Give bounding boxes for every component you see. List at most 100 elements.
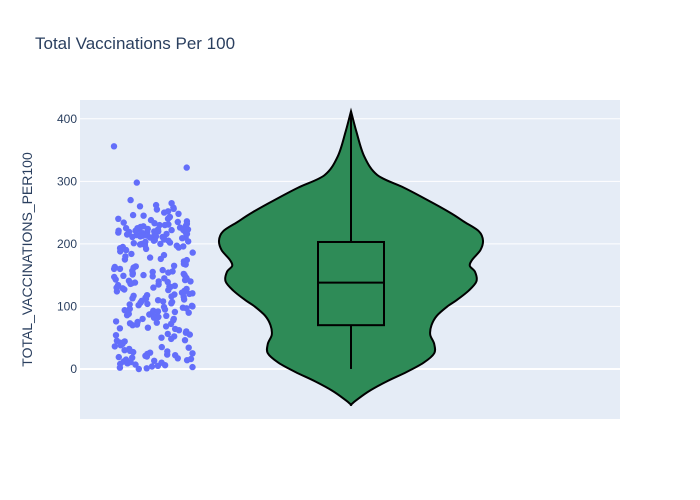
data-point xyxy=(154,308,162,315)
data-point xyxy=(175,244,182,251)
data-point xyxy=(144,300,151,308)
violin-body xyxy=(217,107,485,407)
data-point xyxy=(116,265,124,273)
data-point xyxy=(135,365,142,373)
data-point xyxy=(158,343,165,351)
data-point xyxy=(158,334,165,341)
data-point xyxy=(128,250,135,258)
data-point xyxy=(185,238,192,245)
data-point xyxy=(163,312,170,319)
data-point xyxy=(153,206,161,213)
data-point xyxy=(166,239,174,246)
y-tick-label: 200 xyxy=(57,237,77,251)
data-point xyxy=(162,323,170,330)
data-point xyxy=(140,212,147,219)
data-point xyxy=(127,280,134,288)
data-point xyxy=(137,233,144,240)
data-point xyxy=(154,362,162,369)
data-point xyxy=(116,325,124,332)
data-point xyxy=(167,320,175,328)
data-point xyxy=(181,337,189,344)
data-point xyxy=(129,322,136,329)
data-point xyxy=(120,272,127,279)
data-point xyxy=(121,286,128,293)
data-point xyxy=(116,364,124,371)
data-point xyxy=(161,306,169,313)
data-point xyxy=(168,226,175,234)
data-point xyxy=(151,357,158,364)
data-point xyxy=(129,271,136,278)
data-point xyxy=(111,343,119,350)
y-tick-labels: 0 100 200 300 400 xyxy=(57,112,77,376)
data-point xyxy=(117,342,124,349)
data-point xyxy=(112,318,120,325)
y-tick-label: 300 xyxy=(57,174,77,188)
data-point xyxy=(153,319,160,326)
data-point xyxy=(146,254,154,261)
data-point xyxy=(159,266,166,274)
data-point xyxy=(183,164,190,171)
data-point xyxy=(124,360,131,367)
data-point xyxy=(123,231,131,238)
data-point xyxy=(157,255,164,263)
data-point xyxy=(129,295,136,302)
box-plot xyxy=(317,111,385,369)
data-point xyxy=(161,362,169,369)
data-point xyxy=(155,281,162,288)
data-point xyxy=(121,347,128,354)
data-point xyxy=(189,363,196,371)
data-point xyxy=(168,293,175,300)
chart-title: Total Vaccinations Per 100 xyxy=(35,34,236,53)
y-tick-label: 400 xyxy=(57,112,77,126)
data-point xyxy=(115,229,122,236)
data-point xyxy=(149,273,156,280)
data-point xyxy=(136,203,144,210)
data-point xyxy=(185,309,192,316)
data-point xyxy=(129,211,137,219)
data-point xyxy=(120,219,127,226)
data-point xyxy=(189,303,196,310)
data-point xyxy=(164,351,171,358)
data-point xyxy=(113,288,121,295)
data-point xyxy=(123,312,131,319)
data-point xyxy=(170,262,178,269)
data-point xyxy=(175,210,182,217)
data-point xyxy=(112,332,120,339)
data-point xyxy=(150,237,158,244)
data-point xyxy=(168,335,175,343)
data-point xyxy=(135,302,142,309)
data-point xyxy=(174,218,181,226)
data-point xyxy=(121,307,128,314)
data-point xyxy=(174,355,181,362)
data-point xyxy=(110,265,118,273)
data-point xyxy=(126,305,133,313)
data-point xyxy=(171,308,179,316)
data-point xyxy=(150,314,158,321)
data-point xyxy=(186,331,193,338)
data-point xyxy=(187,278,194,285)
data-point xyxy=(185,344,192,351)
data-point xyxy=(148,363,156,370)
data-point xyxy=(175,327,183,334)
data-point xyxy=(130,240,137,247)
data-point xyxy=(179,235,186,242)
y-axis-title: TOTAL_VACCINATIONS_PER100 xyxy=(19,152,35,367)
data-point xyxy=(183,357,191,364)
data-point xyxy=(170,205,177,212)
scatter-points xyxy=(110,143,196,373)
data-point xyxy=(164,330,171,338)
data-point xyxy=(143,365,150,372)
data-point xyxy=(136,241,144,248)
data-point xyxy=(112,276,119,283)
data-point xyxy=(110,143,118,150)
data-point xyxy=(146,311,153,318)
data-point xyxy=(150,284,157,291)
data-point xyxy=(182,261,189,268)
data-point xyxy=(168,300,175,307)
data-point xyxy=(121,256,129,263)
data-point xyxy=(139,315,146,323)
data-point xyxy=(165,269,172,276)
data-point xyxy=(165,286,172,294)
